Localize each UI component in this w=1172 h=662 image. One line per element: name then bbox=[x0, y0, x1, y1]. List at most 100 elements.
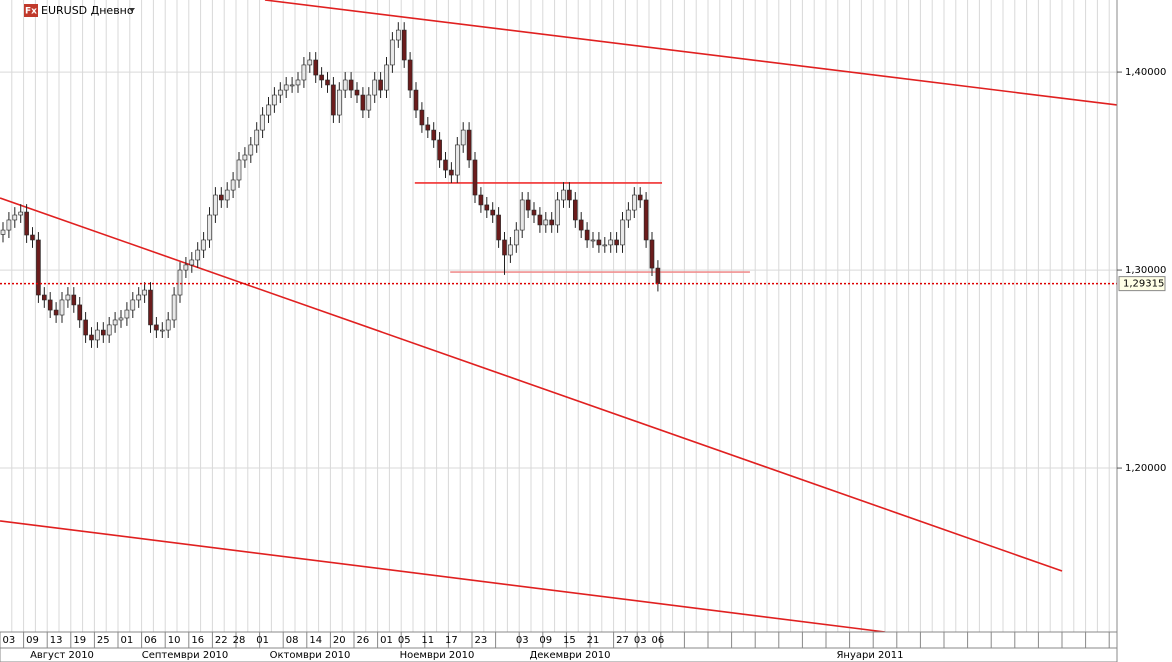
trend-line bbox=[0, 197, 1063, 572]
candle-body bbox=[631, 194, 637, 211]
x-tick-label: 21 bbox=[587, 635, 600, 646]
candle-body bbox=[53, 309, 59, 316]
logo-box bbox=[24, 4, 38, 17]
candle-body bbox=[183, 264, 189, 271]
candle-body bbox=[478, 194, 484, 206]
candle-body bbox=[106, 324, 112, 336]
candle-body bbox=[608, 239, 614, 246]
x-tick-label: 27 bbox=[616, 635, 629, 646]
candle-body bbox=[466, 129, 472, 161]
x-tick-label: 25 bbox=[97, 635, 110, 646]
x-tick-label: 20 bbox=[333, 635, 346, 646]
candle-body bbox=[213, 194, 218, 216]
month-label: Ноември 2010 bbox=[400, 650, 475, 661]
candle-body bbox=[342, 79, 348, 91]
candle-body bbox=[567, 189, 572, 201]
candle-body bbox=[24, 211, 29, 236]
month-label: Декември 2010 bbox=[529, 650, 610, 661]
x-tick-label: 22 bbox=[215, 635, 228, 646]
candle-body bbox=[6, 219, 12, 231]
candle-body bbox=[431, 129, 437, 141]
x-tick-label: 23 bbox=[475, 635, 488, 646]
candle-body bbox=[236, 159, 242, 181]
x-tick-label: 03 bbox=[3, 635, 16, 646]
x-tick-label: 06 bbox=[144, 635, 157, 646]
candle-body bbox=[154, 324, 159, 331]
trend-line bbox=[0, 520, 886, 633]
candle-body bbox=[620, 219, 625, 246]
candle-body bbox=[354, 89, 360, 96]
candle-body bbox=[254, 129, 259, 146]
candle-body bbox=[572, 199, 578, 221]
x-tick-label: 19 bbox=[73, 635, 86, 646]
candle-body bbox=[301, 64, 307, 81]
candle-body bbox=[313, 59, 319, 76]
candle-body bbox=[201, 239, 206, 251]
x-tick-label: 03 bbox=[516, 635, 529, 646]
candle-body bbox=[390, 39, 395, 66]
candle-body bbox=[112, 319, 118, 326]
x-tick-label: 14 bbox=[309, 635, 322, 646]
candle-body bbox=[366, 94, 372, 111]
candle-body bbox=[189, 259, 195, 266]
candle-body bbox=[384, 64, 389, 91]
candle-body bbox=[484, 204, 490, 211]
candle-body bbox=[336, 89, 342, 116]
x-tick-label: 15 bbox=[563, 635, 576, 646]
candle-body bbox=[454, 144, 460, 176]
candle-body bbox=[142, 289, 147, 296]
candle-body bbox=[0, 229, 6, 235]
x-tick-label: 17 bbox=[445, 635, 458, 646]
candle-body bbox=[47, 299, 53, 311]
month-label: Октомври 2010 bbox=[270, 650, 351, 661]
candle-body bbox=[460, 129, 466, 146]
candle-body bbox=[596, 239, 602, 246]
candle-body bbox=[590, 239, 596, 242]
x-tick-label: 05 bbox=[398, 635, 411, 646]
candle-body bbox=[307, 59, 313, 66]
candle-body bbox=[165, 319, 171, 331]
candle-body bbox=[124, 309, 130, 319]
y-tick-label: 1,20000 bbox=[1125, 463, 1166, 474]
candle-body bbox=[584, 229, 590, 241]
x-tick-label: 01 bbox=[256, 635, 269, 646]
candle-body bbox=[413, 89, 419, 111]
candle-body bbox=[637, 194, 643, 201]
candle-body bbox=[372, 79, 378, 96]
candle-body bbox=[360, 94, 366, 111]
candle-body bbox=[543, 219, 549, 226]
candle-body bbox=[283, 84, 289, 91]
candle-body bbox=[407, 59, 413, 91]
x-tick-label: 28 bbox=[233, 635, 246, 646]
candle-body bbox=[443, 159, 448, 171]
candle-body bbox=[614, 239, 619, 246]
candle-body bbox=[277, 89, 283, 96]
x-tick-label: 08 bbox=[286, 635, 299, 646]
candle-body bbox=[331, 84, 336, 116]
candle-body bbox=[41, 294, 47, 301]
candle-body bbox=[242, 154, 248, 161]
candle-body bbox=[272, 94, 277, 106]
grid bbox=[0, 0, 1117, 632]
candle-body bbox=[643, 199, 649, 241]
candle-body bbox=[649, 239, 655, 269]
candle-body bbox=[195, 249, 200, 261]
last-price-label: 1,29315 bbox=[1123, 279, 1164, 290]
dropdown-arrow[interactable] bbox=[129, 8, 135, 12]
candle-body bbox=[449, 169, 454, 176]
x-tick-label: 01 bbox=[380, 635, 393, 646]
candle-body bbox=[401, 29, 407, 61]
month-label: Август 2010 bbox=[30, 650, 94, 661]
y-tick-label: 1,40000 bbox=[1125, 67, 1166, 78]
candle-body bbox=[148, 289, 153, 326]
chart-title[interactable]: EURUSD Дневно bbox=[41, 4, 134, 17]
candle-body bbox=[561, 189, 566, 201]
candle-body bbox=[437, 139, 442, 161]
candle-body bbox=[224, 189, 230, 201]
candle-body bbox=[525, 199, 531, 211]
candle-body bbox=[496, 214, 501, 241]
candle-body bbox=[248, 144, 254, 156]
y-tick-label: 1,30000 bbox=[1125, 265, 1166, 276]
candle-body bbox=[531, 209, 537, 216]
